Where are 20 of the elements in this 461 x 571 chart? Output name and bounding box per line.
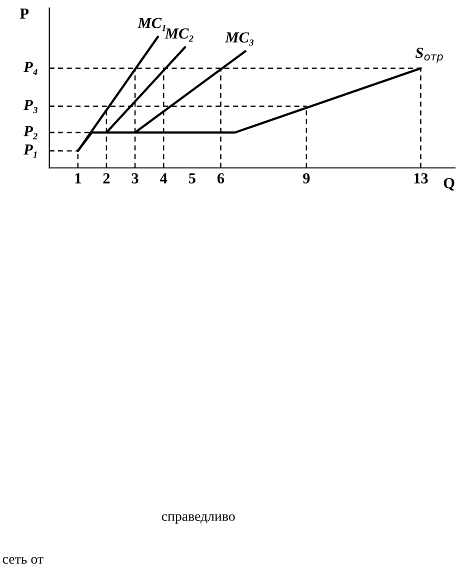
x-tick-label: 3: [132, 173, 138, 184]
x-tick-label: 5: [188, 173, 196, 184]
ref-line-label: P₄: [24, 62, 38, 76]
x-tick-label: 6: [217, 173, 224, 184]
series-label: MC₂: [164, 28, 194, 42]
x-tick-label: 1: [75, 173, 81, 184]
x-axis-title: Q: [444, 178, 454, 191]
ref-line-label: P₃: [24, 100, 38, 114]
ref-line-label: P₁: [24, 144, 37, 158]
series-label: S$_{отр}$: [415, 48, 443, 63]
x-tick-label: 13: [414, 173, 428, 184]
x-tick-label: 9: [303, 173, 310, 184]
ref-line-label: P₂: [24, 126, 38, 140]
text: справедливо: [162, 514, 235, 524]
series-label: MC₁: [138, 18, 166, 32]
series-label: MC₃: [225, 32, 254, 46]
x-tick-label: 2: [103, 173, 110, 184]
y-axis-title: P: [20, 8, 29, 19]
text: сеть от: [2, 557, 44, 564]
x-tick-label: 4: [160, 173, 168, 184]
